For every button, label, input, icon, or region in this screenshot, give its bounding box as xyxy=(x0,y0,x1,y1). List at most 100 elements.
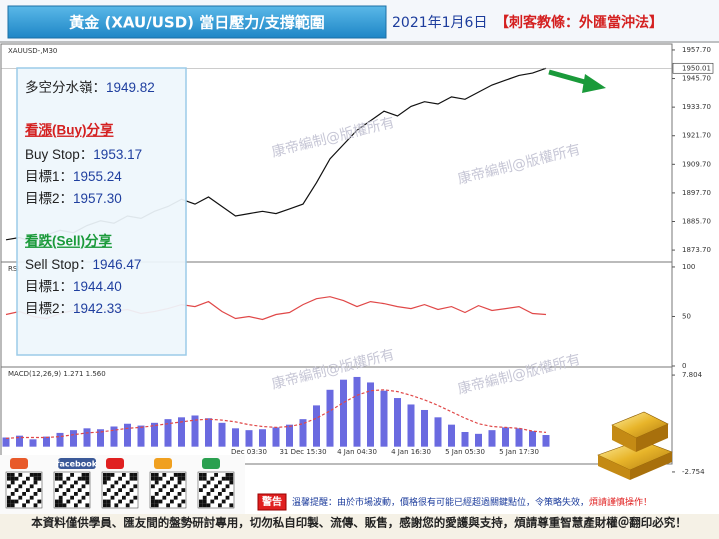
qr-cell xyxy=(62,492,67,496)
qr-cell xyxy=(33,480,38,485)
qr-cell xyxy=(122,473,126,477)
qr-cell xyxy=(170,499,174,504)
qr-cell xyxy=(10,473,15,477)
bar xyxy=(340,379,347,447)
bar xyxy=(313,405,320,447)
qr-cell xyxy=(118,499,122,504)
qr-cell xyxy=(218,492,222,496)
qr-cell xyxy=(118,476,122,481)
qr-cell xyxy=(55,503,59,508)
bar xyxy=(43,436,50,447)
bar xyxy=(245,430,253,447)
qr-cell xyxy=(158,488,163,492)
qr-cell xyxy=(106,488,111,492)
qr-cell xyxy=(114,492,119,496)
qr-cell xyxy=(154,480,159,485)
qr-cell xyxy=(151,503,155,508)
qr-cell xyxy=(158,476,163,481)
panel-title: MACD(12,26,9) 1.271 1.560 xyxy=(8,370,106,378)
qr-cell xyxy=(166,492,170,496)
qr-cell xyxy=(170,488,174,492)
qr-cell xyxy=(173,495,178,500)
qr-cell xyxy=(225,476,230,481)
bar xyxy=(29,439,37,447)
bar xyxy=(97,429,104,447)
info-label: 目標1： xyxy=(25,169,73,184)
info-row: 目標2：1942.33 xyxy=(25,301,122,316)
qr-cell xyxy=(33,503,38,508)
bar xyxy=(2,437,10,447)
qr-cell xyxy=(66,488,71,492)
qr-cell xyxy=(166,480,170,485)
qr-cell xyxy=(133,484,138,489)
qr-cell xyxy=(177,473,182,477)
qr-cell xyxy=(214,495,218,500)
icon xyxy=(154,458,172,469)
bar xyxy=(299,419,307,447)
qr-cell xyxy=(33,473,38,477)
qr-cell xyxy=(74,492,78,496)
arrow-head xyxy=(582,74,606,93)
qr-cell xyxy=(181,476,186,481)
x-tick-label: 5 Jan 17:30 xyxy=(499,448,539,456)
qr-cell xyxy=(151,484,155,489)
qr-cell xyxy=(181,499,186,504)
info-box xyxy=(16,67,187,356)
social-label: facebook xyxy=(56,460,98,469)
qr-cell xyxy=(225,473,230,477)
y-tick-label: -2.754 xyxy=(682,468,705,476)
qr-cell xyxy=(10,503,15,508)
y-tick-label: 7.804 xyxy=(682,371,703,379)
qr-cell xyxy=(154,499,159,504)
bar xyxy=(367,382,374,447)
info-value: 1955.24 xyxy=(73,169,122,184)
qr-cell xyxy=(122,484,126,489)
qr-cell xyxy=(29,495,34,500)
bar xyxy=(380,390,388,447)
qr-cell xyxy=(10,480,15,485)
x-tick-label: 5 Jan 05:30 xyxy=(445,448,485,456)
qr-cell xyxy=(210,476,215,481)
qr-cell xyxy=(29,484,34,489)
info-value: 1942.33 xyxy=(73,301,122,316)
qr-cell xyxy=(202,499,207,504)
y-tick-label: 0 xyxy=(682,362,686,370)
bar xyxy=(137,425,145,447)
qr-cell xyxy=(229,476,234,481)
y-tick-label: 1897.70 xyxy=(682,189,711,197)
info-label: Sell Stop： xyxy=(25,257,93,272)
qr-cell xyxy=(154,492,159,496)
qr-cell xyxy=(202,503,207,508)
info-row: 目標1：1944.40 xyxy=(25,279,122,294)
info-value: 1957.30 xyxy=(73,191,122,206)
qr-cell xyxy=(225,495,230,500)
qr-cell xyxy=(77,488,82,492)
price-label: 1950.01 xyxy=(682,64,711,72)
qr-cell xyxy=(7,499,11,504)
qr-cell xyxy=(106,473,111,477)
qr-cell xyxy=(202,484,207,489)
bar xyxy=(407,404,415,447)
qr-cell xyxy=(103,503,107,508)
course: 【刺客教條：外匯當沖法】 xyxy=(495,14,663,31)
qr-cell xyxy=(77,499,82,504)
qr-cell xyxy=(229,503,234,508)
qr-cell xyxy=(22,480,26,485)
panel-title: RSI xyxy=(8,265,19,273)
info-label: 目標1： xyxy=(25,279,73,294)
qr-cell xyxy=(133,476,138,481)
y-tick-label: 1921.70 xyxy=(682,132,711,140)
info-label: Buy Stop： xyxy=(25,147,93,162)
warning-badge-text: 警告 xyxy=(261,495,282,508)
qr-cell xyxy=(210,499,215,504)
bar xyxy=(16,435,23,447)
qr-cell xyxy=(206,492,211,496)
qr-cell xyxy=(129,476,134,481)
qr-cell xyxy=(151,476,155,481)
qr-cell xyxy=(26,499,30,504)
qr-cell xyxy=(181,488,186,492)
bar xyxy=(218,422,226,447)
qr-cell xyxy=(103,492,107,496)
qr-cell xyxy=(199,473,203,477)
bar xyxy=(434,417,442,447)
